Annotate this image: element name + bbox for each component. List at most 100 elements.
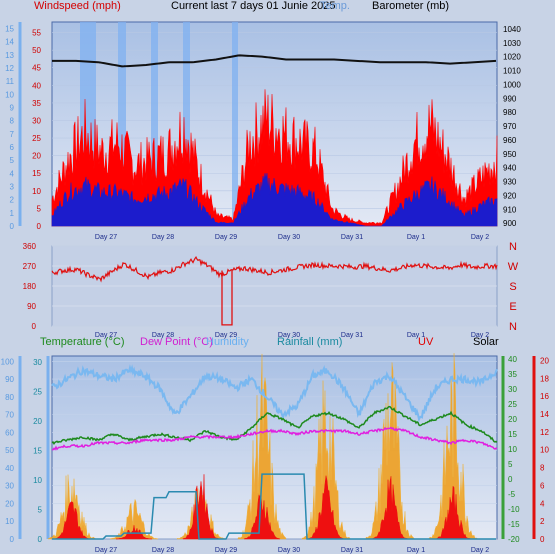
panel2-x-tick: Day 31 (341, 332, 363, 339)
panel1-y-right-tick: 940 (503, 164, 517, 173)
panel2-x-tick: Day 30 (278, 332, 300, 339)
panel1-blue-band (232, 22, 238, 226)
panel1-x-tick: Day 31 (341, 234, 363, 241)
panel1-y-right-tick: 900 (503, 219, 517, 228)
panel3-humidity-tick: 50 (5, 446, 14, 455)
panel2-y-right-tick: S (509, 281, 516, 293)
panel2-x-tick: Day 2 (471, 332, 489, 339)
panel3-uv-tick: 14 (540, 410, 549, 419)
panel1-y-left-tick: 55 (32, 29, 41, 38)
panel1-y-right-tick: 910 (503, 205, 517, 214)
barometer-series (52, 54, 497, 68)
wind-gust-series (51, 89, 498, 227)
panel3-x-tick: Day 2 (471, 547, 489, 554)
panel1-y-far-left-tick: 13 (5, 51, 14, 60)
panel3-rain-tick: 5 (38, 505, 43, 514)
panel3-temp-tick: 5 (508, 460, 513, 469)
panel3-temp-tick: 15 (508, 430, 517, 439)
panel3-uv-tick: 16 (540, 392, 549, 401)
panel1-x-tick: Day 29 (215, 234, 237, 241)
panel3-temp-tick: -10 (508, 505, 520, 514)
panel3-humidity-tick: 100 (1, 357, 15, 366)
panel3-uv-tick: 2 (540, 517, 545, 526)
legend-temperature: Temperature (°C) (40, 336, 125, 348)
panel1-y-far-left-tick: 0 (10, 222, 15, 231)
panel1-blue-band (118, 22, 126, 226)
panel2-y-left-tick: 180 (23, 282, 37, 291)
panel2-y-left-tick: 270 (23, 262, 37, 271)
panel1-y-right-tick: 960 (503, 136, 517, 145)
solar-series (365, 362, 415, 540)
panel1-x-tick: Day 27 (95, 234, 117, 241)
panel3-uv-tick: 10 (540, 446, 549, 455)
panel1-y-far-left-tick: 3 (10, 183, 15, 192)
panel3-x-tick: Day 27 (95, 547, 117, 554)
panel1-x-tick: Day 30 (278, 234, 300, 241)
panel1-x-tick: Day 28 (152, 234, 174, 241)
panel3-temp-tick: -5 (508, 490, 516, 499)
panel3-humidity-tick: 80 (5, 393, 14, 402)
panel2-y-right-tick: E (509, 301, 516, 313)
panel1-y-right-tick: 1000 (503, 80, 521, 89)
panel3-humidity-tick: 40 (5, 464, 14, 473)
wind-avg-series (51, 173, 498, 227)
panel3-rain-tick: 15 (33, 446, 42, 455)
panel3-rain-tick: 20 (33, 417, 42, 426)
panel1-x-tick: Day 1 (407, 234, 425, 241)
panel2-y-left-tick: 0 (32, 322, 37, 331)
panel1-y-left-tick: 50 (32, 46, 41, 55)
panel1-y-right-tick: 1020 (503, 53, 521, 62)
panel1-y-right-tick: 920 (503, 191, 517, 200)
uv-series (115, 525, 153, 540)
panel3-humidity-tick: 30 (5, 482, 14, 491)
panel3-x-tick: Day 29 (215, 547, 237, 554)
panel1-y-right-tick: 1010 (503, 67, 521, 76)
panel2-y-right-tick: W (508, 261, 519, 273)
panel1-y-right-tick: 970 (503, 122, 517, 131)
panel3-rain-tick: 25 (33, 387, 42, 396)
panel1-y-left-tick: 0 (37, 222, 42, 231)
panel1-y-left-tick: 30 (32, 116, 41, 125)
uv-series (371, 476, 409, 540)
panel1-y-far-left-tick: 10 (5, 90, 14, 99)
panel2-x-tick: Day 27 (95, 332, 117, 339)
humidity-series (51, 364, 498, 423)
panel2-x-tick: Day 1 (407, 332, 425, 339)
panel3-temp-tick: 0 (508, 475, 513, 484)
panel1-y-right-tick: 930 (503, 178, 517, 187)
panel1-x-tick: Day 2 (471, 234, 489, 241)
panel3-x-tick: Day 1 (407, 547, 425, 554)
panel3-temp-tick: 30 (508, 385, 517, 394)
uv-series (243, 493, 281, 540)
panel1-y-far-left-tick: 11 (6, 77, 15, 86)
legend-rainfall: Rainfall (mm) (277, 336, 343, 348)
panel3-x-tick: Day 31 (341, 547, 363, 554)
panel2-x-tick: Day 29 (215, 332, 237, 339)
legend-dewpoint: Dew Point (°C) (140, 336, 213, 348)
panel3-plot-area (51, 355, 498, 540)
panel3-temp-tick: 20 (508, 415, 517, 424)
panel3-humidity-tick: 0 (10, 535, 15, 544)
panel1-y-left-tick: 15 (32, 169, 41, 178)
uv-series (307, 475, 345, 540)
panel1-y-left-tick: 5 (37, 204, 42, 213)
wind-direction-spike (221, 269, 233, 326)
legend-humidity: Humidity (206, 336, 249, 348)
panel3-uv-tick: 4 (540, 499, 545, 508)
panel3-temp-tick: 35 (508, 370, 517, 379)
solar-series (237, 353, 287, 540)
panel3-uv-tick: 8 (540, 464, 545, 473)
uv-series (53, 501, 91, 540)
panel1-y-left-tick: 45 (32, 64, 41, 73)
panel3-temp-tick: 10 (508, 445, 517, 454)
panel3-x-tick: Day 30 (278, 547, 300, 554)
temperature-series (51, 405, 498, 445)
panel3-uv-tick: 0 (540, 535, 545, 544)
panel3-humidity-tick: 60 (5, 428, 14, 437)
dewpoint-series (51, 426, 498, 451)
panel3-humidity-tick: 90 (5, 375, 14, 384)
panel1-y-left-tick: 40 (32, 81, 41, 90)
panel1-y-far-left-tick: 12 (5, 64, 14, 73)
panel3-rain-tick: 10 (33, 476, 42, 485)
